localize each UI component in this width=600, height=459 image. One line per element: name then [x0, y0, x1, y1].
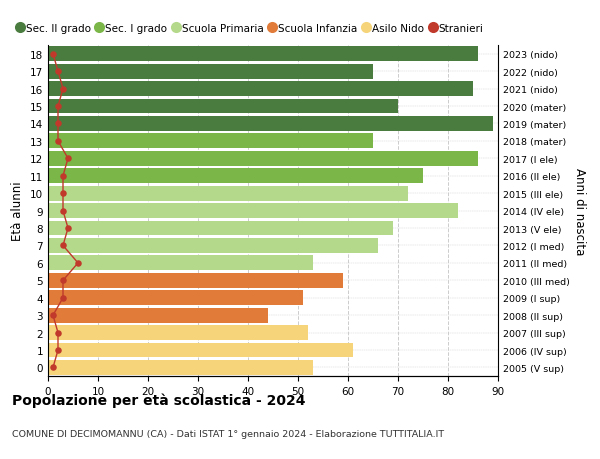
Bar	[48, 325, 308, 340]
Bar	[48, 343, 353, 358]
Point	[58, 190, 68, 197]
Bar	[48, 360, 313, 375]
Point	[58, 207, 68, 215]
Point	[63, 155, 73, 162]
Point	[58, 242, 68, 250]
Bar	[48, 221, 393, 236]
Bar	[48, 239, 378, 253]
Point	[48, 364, 58, 371]
Point	[58, 277, 68, 285]
Y-axis label: Anni di nascita: Anni di nascita	[574, 168, 586, 255]
Bar	[48, 291, 303, 306]
Y-axis label: Età alunni: Età alunni	[11, 181, 25, 241]
Text: COMUNE DI DECIMOMANNU (CA) - Dati ISTAT 1° gennaio 2024 - Elaborazione TUTTITALI: COMUNE DI DECIMOMANNU (CA) - Dati ISTAT …	[12, 429, 444, 438]
Point	[53, 138, 63, 145]
Bar	[48, 273, 343, 288]
Point	[53, 103, 63, 111]
Point	[53, 347, 63, 354]
Bar	[48, 100, 398, 114]
Bar	[48, 65, 373, 79]
Point	[58, 173, 68, 180]
Bar	[48, 256, 313, 271]
Point	[63, 225, 73, 232]
Bar	[48, 134, 373, 149]
Legend: Sec. II grado, Sec. I grado, Scuola Primaria, Scuola Infanzia, Asilo Nido, Stran: Sec. II grado, Sec. I grado, Scuola Prim…	[17, 24, 484, 34]
Point	[53, 121, 63, 128]
Point	[58, 294, 68, 302]
Point	[48, 51, 58, 58]
Point	[48, 312, 58, 319]
Point	[53, 329, 63, 336]
Text: Popolazione per età scolastica - 2024: Popolazione per età scolastica - 2024	[12, 392, 305, 407]
Point	[53, 68, 63, 76]
Bar	[48, 186, 408, 201]
Bar	[48, 169, 423, 184]
Bar	[48, 151, 478, 166]
Bar	[48, 82, 473, 97]
Point	[73, 260, 83, 267]
Bar	[48, 47, 478, 62]
Bar	[48, 117, 493, 132]
Bar	[48, 308, 268, 323]
Bar	[48, 204, 458, 218]
Point	[58, 86, 68, 93]
